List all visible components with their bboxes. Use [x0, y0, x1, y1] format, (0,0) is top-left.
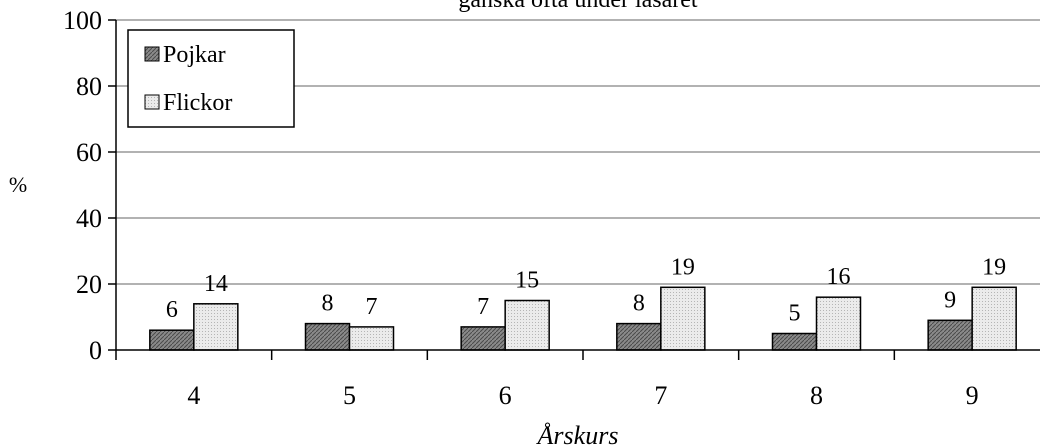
data-label-pojkar-8: 5 — [789, 301, 801, 327]
data-label-flickor-5: 7 — [366, 294, 378, 320]
data-label-pojkar-7: 8 — [633, 291, 645, 317]
y-tick-label-100: 100 — [63, 6, 102, 35]
legend: Pojkar Flickor — [127, 29, 295, 128]
data-labels: 6 14 8 7 7 15 8 19 5 16 9 19 — [166, 254, 1006, 326]
x-tick-labels: 4 5 6 7 8 9 — [187, 381, 978, 410]
legend-swatch-flickor — [144, 94, 160, 110]
bar-pojkar-9 — [927, 319, 973, 351]
legend-swatch-pojkar — [144, 46, 160, 62]
x-tick-label-7: 7 — [654, 381, 667, 410]
y-tick-label-0: 0 — [89, 336, 102, 365]
bars — [149, 286, 1017, 351]
bar-pojkar-5 — [304, 322, 351, 351]
data-label-flickor-7: 19 — [671, 254, 695, 280]
x-tick-label-6: 6 — [499, 381, 512, 410]
y-tick-label-80: 80 — [76, 72, 102, 101]
x-tick-label-8: 8 — [810, 381, 823, 410]
bar-flickor-6 — [504, 299, 550, 351]
data-label-pojkar-4: 6 — [166, 297, 178, 323]
data-label-pojkar-5: 8 — [322, 291, 334, 317]
y-axis-label: % — [9, 172, 27, 197]
axes — [108, 19, 1040, 360]
y-tick-label-40: 40 — [76, 204, 102, 233]
legend-label-pojkar: Pojkar — [163, 42, 226, 68]
data-label-flickor-6: 15 — [515, 268, 539, 294]
bar-pojkar-8 — [771, 332, 818, 351]
data-label-pojkar-9: 9 — [944, 287, 956, 313]
legend-box — [127, 29, 295, 128]
x-tick-label-9: 9 — [966, 381, 979, 410]
bar-pojkar-7 — [616, 322, 662, 351]
y-tick-label-20: 20 — [76, 270, 102, 299]
data-label-pojkar-6: 7 — [477, 294, 489, 320]
x-axis-label: Årskurs — [536, 421, 619, 446]
bar-pojkar-6 — [460, 326, 506, 351]
bar-flickor-8 — [815, 296, 862, 351]
data-label-flickor-8: 16 — [827, 264, 851, 290]
bar-flickor-4 — [193, 303, 239, 351]
x-tick-label-4: 4 — [187, 381, 200, 410]
y-tick-labels: 0 20 40 60 80 100 — [63, 6, 102, 365]
data-label-flickor-9: 19 — [982, 254, 1006, 280]
chart-title: ganska ofta under läsåret — [458, 0, 698, 13]
legend-label-flickor: Flickor — [163, 90, 232, 116]
data-label-flickor-4: 14 — [204, 271, 228, 297]
bar-flickor-5 — [348, 326, 395, 351]
bar-flickor-9 — [971, 286, 1017, 351]
bar-flickor-7 — [660, 286, 706, 351]
bar-pojkar-4 — [149, 329, 195, 351]
y-tick-label-60: 60 — [76, 138, 102, 167]
x-tick-label-5: 5 — [343, 381, 356, 410]
